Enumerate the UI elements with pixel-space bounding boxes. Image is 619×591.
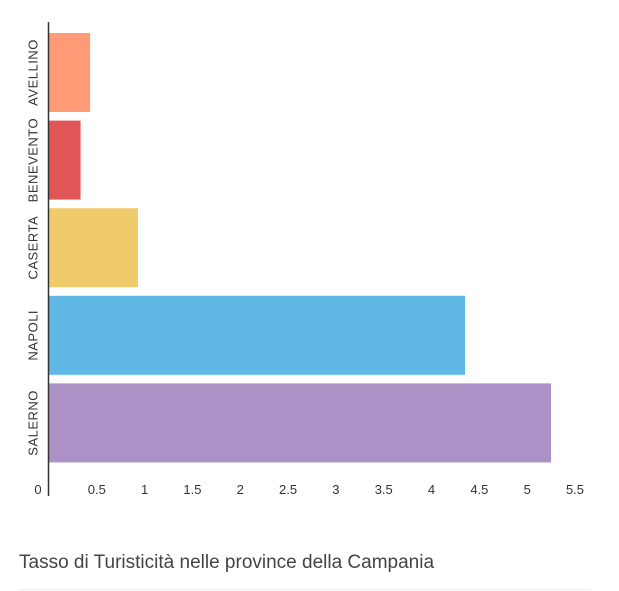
chart-caption: Tasso di Turisticità nelle province dell… bbox=[19, 552, 435, 573]
bar-salerno bbox=[49, 383, 552, 463]
x-tick-label: 1 bbox=[141, 482, 148, 497]
y-label-benevento: BENEVENTO bbox=[26, 118, 41, 202]
x-tick-label: 5 bbox=[524, 482, 531, 497]
bar-avellino bbox=[49, 33, 91, 112]
y-axis-labels: AVELLINO BENEVENTO CASERTA NAPOLI SALERNO bbox=[26, 39, 41, 456]
x-tick-label: 3.5 bbox=[375, 482, 393, 497]
x-tick-label: 2.5 bbox=[279, 482, 297, 497]
y-label-napoli: NAPOLI bbox=[26, 310, 41, 361]
y-label-salerno: SALERNO bbox=[26, 390, 41, 456]
x-tick-label: 5.5 bbox=[566, 482, 584, 497]
x-tick-label: 0 bbox=[34, 482, 41, 497]
x-tick-label: 1.5 bbox=[183, 482, 201, 497]
y-label-avellino: AVELLINO bbox=[26, 39, 41, 106]
x-tick-label: 3 bbox=[332, 482, 339, 497]
x-tick-label: 2 bbox=[237, 482, 244, 497]
x-tick-label: 4 bbox=[428, 482, 435, 497]
bar-benevento bbox=[49, 120, 81, 200]
x-axis-ticks: 0 0.5 1 1.5 2 2.5 3 3.5 4 4.5 5 5.5 bbox=[34, 482, 584, 497]
x-tick-label: 0.5 bbox=[88, 482, 106, 497]
x-tick-label: 4.5 bbox=[470, 482, 488, 497]
bar-napoli bbox=[49, 295, 466, 375]
bars-group bbox=[49, 33, 552, 463]
caption-divider bbox=[19, 589, 591, 590]
bar-caserta bbox=[49, 208, 138, 288]
y-label-caserta: CASERTA bbox=[26, 216, 41, 280]
